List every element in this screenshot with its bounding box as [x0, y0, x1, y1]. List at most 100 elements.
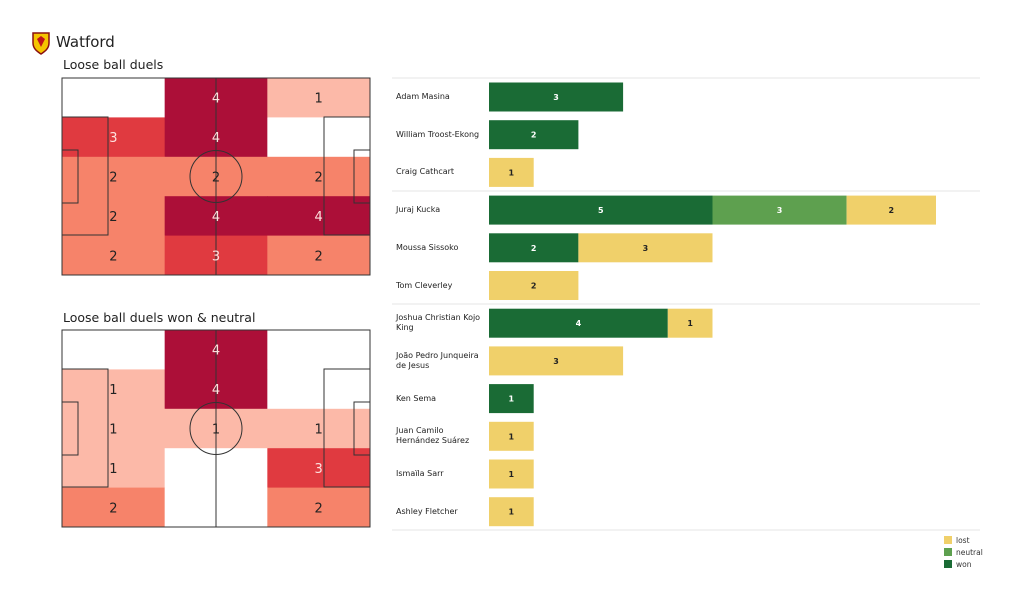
bar-value: 4: [576, 319, 582, 328]
heat-value: 1: [109, 423, 117, 438]
heat-cell: [267, 117, 371, 158]
bar-value: 1: [509, 395, 515, 404]
heat-value: 3: [212, 249, 220, 264]
bar-won: [489, 195, 713, 225]
center-circle: [189, 402, 243, 455]
legend-won: won: [944, 560, 971, 569]
bar-value: 1: [509, 168, 515, 177]
heatmap-title-2: Loose ball duels won & neutral: [63, 310, 256, 325]
bar-lost: [667, 308, 713, 338]
bar-value: 2: [531, 282, 537, 291]
heat-cell: [62, 448, 166, 489]
bar-won: [489, 384, 534, 414]
heat-cell: [267, 235, 371, 276]
heat-cell: [267, 330, 371, 370]
watford-logo: [32, 32, 50, 55]
bar-won: [489, 120, 579, 150]
bar-value: 5: [598, 206, 604, 215]
heat-cell: [267, 448, 371, 489]
bar-value: 1: [509, 432, 515, 441]
heat-value: 4: [212, 210, 220, 225]
heat-value: 4: [315, 210, 323, 225]
heat-value: 2: [315, 171, 323, 186]
bar-value: 2: [889, 206, 895, 215]
bar-value: 3: [643, 244, 649, 253]
team-name: Watford: [56, 33, 115, 51]
heat-value: 1: [109, 462, 117, 477]
heat-value: 4: [212, 344, 220, 359]
heat-cell: [267, 408, 371, 449]
bar-lost: [489, 421, 534, 451]
heat-value: 2: [109, 249, 117, 264]
heat-value: 4: [212, 92, 220, 107]
bar-value: 3: [553, 93, 559, 102]
heat-value: 4: [212, 383, 220, 398]
player-label: Tom Cleverley: [396, 280, 453, 290]
heat-cell: [62, 369, 166, 410]
player-label: Joshua Christian Kojo King: [396, 313, 481, 333]
heat-value: 2: [109, 171, 117, 186]
legend-lost: lost: [944, 536, 970, 545]
bar-lost: [489, 157, 534, 187]
bar-lost: [489, 271, 579, 300]
goal-area-right: [353, 401, 371, 456]
heat-value: 3: [109, 131, 117, 146]
heat-cell: [62, 196, 166, 237]
heat-cell: [62, 78, 166, 118]
heat-cell: [62, 330, 166, 370]
heat-value: 1: [109, 383, 117, 398]
heat-cell: [267, 156, 371, 197]
heat-value: 2: [109, 210, 117, 225]
heat-value: 2: [315, 249, 323, 264]
bar-value: 1: [509, 470, 515, 479]
player-label: Craig Cathcart: [396, 167, 455, 177]
heat-cell: [267, 487, 371, 528]
heat-cell: [62, 487, 166, 528]
bar-neutral: [712, 195, 847, 225]
bar-value: 1: [687, 319, 693, 328]
player-label: Ken Sema: [396, 393, 437, 403]
heat-value: 2: [315, 501, 323, 516]
heat-cell: [62, 235, 166, 276]
heat-value: 2: [109, 501, 117, 516]
bar-lost: [489, 459, 534, 489]
player-label: Adam Masina: [396, 92, 450, 101]
legend-neutral: neutral: [944, 548, 983, 557]
heat-value: 3: [315, 462, 323, 477]
heat-cell: [267, 369, 371, 410]
bar-lost: [489, 497, 534, 527]
heat-value: 1: [212, 423, 220, 438]
bar-won: [489, 233, 579, 263]
center-circle: [189, 150, 243, 203]
goal-area-left: [61, 149, 79, 204]
bar-value: 3: [777, 206, 783, 215]
player-label: João Pedro Junqueira de Jesus: [396, 350, 479, 370]
bar-lost: [578, 233, 713, 263]
goal-area-left: [61, 401, 79, 456]
heat-value: 2: [212, 171, 220, 186]
bar-value: 3: [553, 357, 559, 366]
player-label: Juan Camilo Hernández Suárez: [396, 426, 470, 446]
heatmap-title-1: Loose ball duels: [63, 57, 164, 72]
bar-value: 2: [531, 131, 537, 140]
heat-value: 1: [315, 423, 323, 438]
bar-lost: [846, 195, 936, 225]
heat-value: 1: [315, 92, 323, 107]
bar-won: [489, 82, 624, 112]
player-label: Moussa Sissoko: [396, 242, 459, 252]
heat-cell: [267, 196, 371, 237]
bar-value: 1: [509, 508, 515, 517]
player-label: Juraj Kucka: [396, 205, 441, 215]
bar-lost: [489, 346, 624, 376]
heat-cell: [267, 78, 371, 118]
heat-cell: [62, 156, 166, 197]
bar-won: [489, 308, 668, 338]
player-label: Ismaïla Sarr: [396, 469, 444, 478]
heat-cell: [62, 117, 166, 158]
heat-cell: [62, 408, 166, 449]
heat-value: 4: [212, 131, 220, 146]
player-label: Ashley Fletcher: [396, 506, 458, 516]
goal-area-right: [353, 149, 371, 204]
